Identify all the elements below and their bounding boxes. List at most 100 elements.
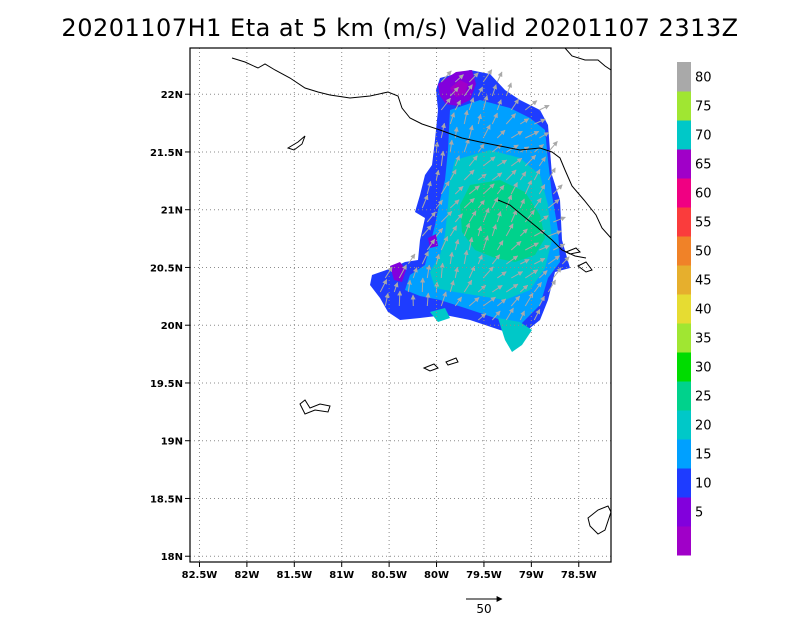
wind-vector xyxy=(539,245,550,251)
colorbar-label: 80 xyxy=(695,71,712,86)
wind-vector xyxy=(482,124,491,139)
wind-vector xyxy=(468,236,474,251)
colorbar-label: 40 xyxy=(695,303,712,318)
wind-vector xyxy=(468,124,474,139)
colorbar-label: 20 xyxy=(695,419,712,434)
wind-vector xyxy=(505,223,514,237)
wind-vector xyxy=(384,292,390,307)
wind-vector xyxy=(491,310,501,321)
plot-title: 20201107H1 Eta at 5 km (m/s) Valid 20201… xyxy=(61,14,739,42)
wind-vector xyxy=(524,100,538,111)
coastline-cayman-2 xyxy=(445,357,459,366)
plot-frame xyxy=(189,47,612,563)
wind-vector xyxy=(426,211,436,223)
x-axis: 82.5W 82W 81.5W 81W 80.5W 80W 79.5W 79W 78.5W xyxy=(182,562,597,581)
wind-vector xyxy=(477,225,483,237)
colorbar-swatch xyxy=(677,323,691,353)
wind-vector xyxy=(534,118,546,125)
wind-vector xyxy=(510,98,520,111)
colorbar-label: 75 xyxy=(695,100,712,115)
wind-vector xyxy=(492,284,503,293)
coastline-cay xyxy=(577,261,593,273)
y-tick-label: 19N xyxy=(161,437,183,448)
wind-vector xyxy=(497,159,508,167)
wind-vector xyxy=(525,269,539,279)
wind-vector xyxy=(547,198,560,209)
wind-vector xyxy=(482,296,496,307)
wind-vector xyxy=(421,225,432,237)
wind-vector xyxy=(449,112,456,125)
wind-vector xyxy=(519,284,529,293)
colorbar-swatch xyxy=(677,120,691,150)
wind-vector xyxy=(477,284,487,293)
wind-vector xyxy=(506,283,519,293)
y-axis: 22N 21.5N 21N 20.5N 20N 19.5N 19N 18.5N 18N xyxy=(150,90,190,563)
wind-vector xyxy=(552,267,562,279)
colorbar-label: 30 xyxy=(695,361,712,376)
wind-vector xyxy=(426,238,436,251)
wind-vector xyxy=(468,210,477,223)
wind-vector xyxy=(426,264,432,279)
wind-vector xyxy=(398,264,407,279)
wind-vector xyxy=(510,182,518,195)
wind-vector xyxy=(482,183,495,195)
wind-vector xyxy=(519,198,525,209)
reference-vector: 50 xyxy=(466,596,503,616)
coastline-cuba-south xyxy=(497,199,587,259)
wind-vector xyxy=(454,74,464,83)
reference-vector-label: 50 xyxy=(476,602,491,616)
wind-vector xyxy=(468,97,475,111)
colorbar-swatch xyxy=(677,62,691,92)
y-tick-label: 18N xyxy=(161,552,183,563)
wind-vector xyxy=(491,172,503,181)
wind-vector xyxy=(463,138,470,153)
wind-vector xyxy=(548,230,562,237)
wind-vector xyxy=(477,113,483,125)
wind-vector xyxy=(440,150,446,167)
wind-vector xyxy=(524,292,534,307)
wind-vector xyxy=(505,307,514,321)
wind-vector xyxy=(420,277,426,293)
wind-vector xyxy=(440,235,449,251)
colorbar-swatch xyxy=(677,381,691,411)
wind-vector xyxy=(525,242,539,251)
wind-vector xyxy=(454,238,460,251)
colorbar-label: 35 xyxy=(695,332,712,347)
colorbar-label: 50 xyxy=(695,245,712,260)
y-tick-label: 20.5N xyxy=(150,263,183,274)
wind-vector xyxy=(454,185,464,195)
wind-vector xyxy=(533,308,541,321)
wind-vector xyxy=(435,199,443,209)
wind-vector xyxy=(496,129,506,139)
wind-vector xyxy=(439,262,445,279)
coastline-cayman-1 xyxy=(422,363,439,372)
wind-vector xyxy=(496,298,507,307)
wind-vector xyxy=(440,97,451,111)
coastline-cuba-east xyxy=(564,48,611,71)
wind-vector xyxy=(505,255,519,265)
wind-vector xyxy=(440,180,450,195)
wind-vector xyxy=(547,167,556,181)
wind-vector xyxy=(440,291,447,307)
colorbar-label: 25 xyxy=(695,390,712,405)
wind-vector xyxy=(482,156,496,167)
wind-vector xyxy=(421,194,429,209)
coastline-isla-juventud xyxy=(286,135,306,151)
wind-vector xyxy=(553,216,566,223)
wind-vector xyxy=(524,209,535,223)
colorbar-swatch xyxy=(677,294,691,324)
colorbar-swatch xyxy=(677,236,691,266)
wind-vector xyxy=(463,198,475,209)
wind-vector xyxy=(379,279,388,293)
colorbar-label: 65 xyxy=(695,158,712,173)
wind-vector xyxy=(434,281,440,293)
colorbar-swatch xyxy=(677,410,691,440)
wind-vector xyxy=(463,109,469,125)
speed-patch-west xyxy=(430,308,450,322)
wind-vector xyxy=(496,271,507,279)
wind-vector xyxy=(426,180,432,195)
lat-lon-grid xyxy=(190,48,611,562)
wind-vector xyxy=(435,169,440,181)
wind-vector xyxy=(491,224,497,237)
